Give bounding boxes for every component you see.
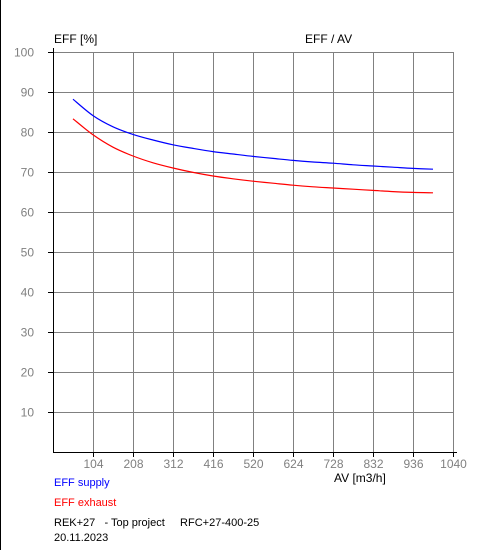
x-tick-label: 104 (83, 457, 103, 471)
grid (53, 52, 454, 452)
x-tick-label: 312 (163, 457, 183, 471)
x-tick-label: 832 (363, 457, 383, 471)
project-info: REK+27 - Top project RFC+27-400-25 (54, 517, 259, 529)
x-tick-label: 416 (203, 457, 223, 471)
eff-exhaust-line (72, 118, 434, 194)
x-tick-label: 208 (123, 457, 143, 471)
x-tick-label: 936 (403, 457, 423, 471)
x-tick-label: 1040 (440, 457, 467, 471)
x-tick-label: 728 (323, 457, 343, 471)
x-tick-label: 624 (283, 457, 303, 471)
series-lines (72, 98, 434, 194)
x-tick-labels: 104 208 312 416 520 624 728 832 936 1040 (83, 457, 467, 471)
y-tick-label: 90 (21, 86, 35, 100)
x-axis-title: AV [m3/h] (334, 471, 386, 485)
y-tick-label: 30 (21, 326, 35, 340)
y-tick-label: 70 (21, 166, 35, 180)
y-tick-label: 20 (21, 366, 35, 380)
date-label: 20.11.2023 (54, 532, 108, 544)
y-tick-labels: 10 20 30 40 50 60 70 80 90 100 (14, 46, 34, 420)
y-tick-label: 100 (14, 46, 34, 60)
eff-supply-line (72, 98, 434, 170)
y-tick-label: 10 (21, 406, 35, 420)
y-tick-label: 40 (21, 286, 35, 300)
y-tick-label: 50 (21, 246, 35, 260)
axes (48, 48, 457, 457)
y-tick-label: 60 (21, 206, 35, 220)
y-axis-title: EFF [%] (54, 32, 97, 46)
x-tick-label: 520 (243, 457, 263, 471)
legend-exhaust: EFF exhaust (54, 497, 116, 509)
chart-title: EFF / AV (305, 32, 352, 46)
y-tick-label: 80 (21, 126, 35, 140)
legend-supply: EFF supply (54, 477, 110, 489)
